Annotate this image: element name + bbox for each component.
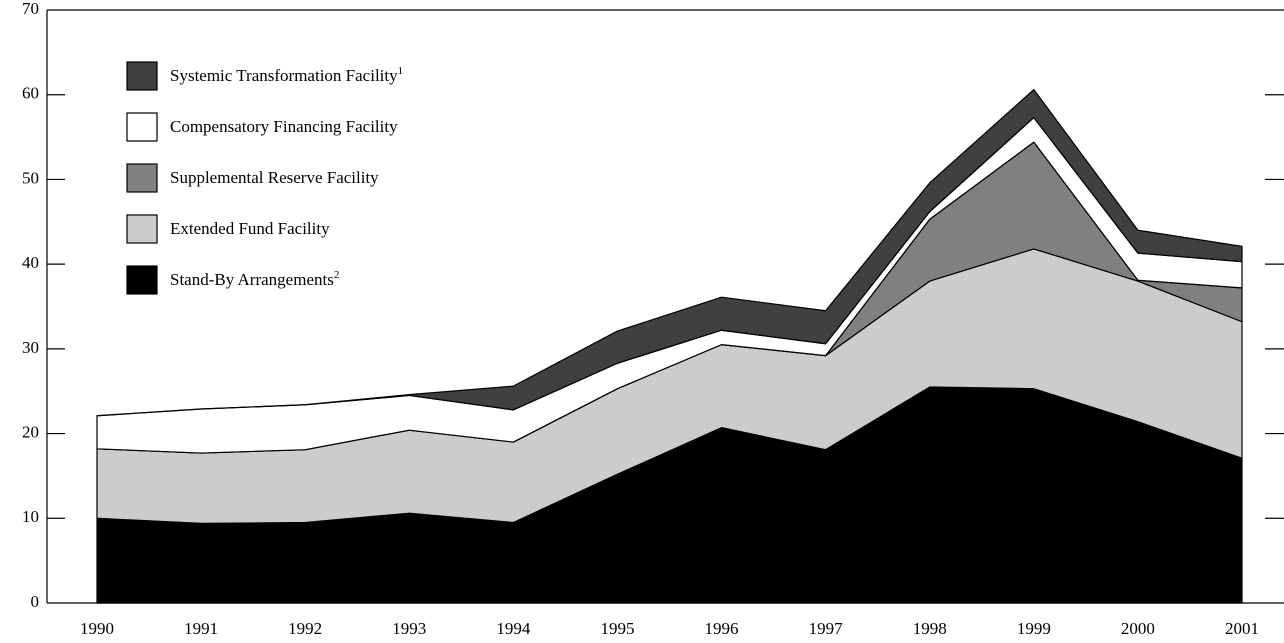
legend-label: Stand-By Arrangements2 xyxy=(170,269,339,289)
legend-label: Supplemental Reserve Facility xyxy=(170,168,379,187)
y-tick-label: 50 xyxy=(22,168,39,187)
y-tick-label: 20 xyxy=(22,422,39,441)
legend-footnote: 2 xyxy=(334,269,340,281)
legend-text: Stand-By Arrangements xyxy=(170,270,334,289)
x-tick-label: 1996 xyxy=(705,619,739,638)
legend-footnote: 1 xyxy=(398,65,404,77)
x-tick-label: 1997 xyxy=(809,619,844,638)
x-tick-label: 1991 xyxy=(184,619,218,638)
legend-swatch xyxy=(126,214,158,244)
legend-swatch xyxy=(126,163,158,193)
legend-entry: Supplemental Reserve Facility xyxy=(126,163,379,193)
legend-swatch xyxy=(126,112,158,142)
x-tick-label: 1993 xyxy=(392,619,426,638)
area xyxy=(96,89,1243,417)
y-tick-label: 10 xyxy=(22,507,39,526)
legend-label: Extended Fund Facility xyxy=(170,219,330,238)
legend-entry: Compensatory Financing Facility xyxy=(126,112,398,142)
legend-text: Systemic Transformation Facility xyxy=(170,66,398,85)
legend-swatch xyxy=(126,265,158,295)
x-tick-label: 1990 xyxy=(80,619,114,638)
legend-label: Compensatory Financing Facility xyxy=(170,117,398,136)
y-tick-label: 30 xyxy=(22,338,39,357)
x-tick-label: 1994 xyxy=(496,619,531,638)
y-tick-label: 40 xyxy=(22,253,39,272)
x-tick-label: 2001 xyxy=(1225,619,1259,638)
legend-text: Compensatory Financing Facility xyxy=(170,117,398,136)
x-tick-label: 1992 xyxy=(288,619,322,638)
x-tick-label: 1999 xyxy=(1017,619,1051,638)
legend-swatch xyxy=(126,61,158,91)
x-tick-label: 1998 xyxy=(913,619,947,638)
legend-entry: Stand-By Arrangements2 xyxy=(126,265,339,295)
legend-label: Systemic Transformation Facility1 xyxy=(170,65,403,85)
y-tick-label: 60 xyxy=(22,84,39,103)
legend-text: Supplemental Reserve Facility xyxy=(170,168,379,187)
y-tick-label: 70 xyxy=(22,0,39,18)
legend-entry: Extended Fund Facility xyxy=(126,214,330,244)
legend-text: Extended Fund Facility xyxy=(170,219,330,238)
x-tick-label: 1995 xyxy=(600,619,634,638)
y-tick-label: 0 xyxy=(31,592,40,611)
x-tick-label: 2000 xyxy=(1121,619,1155,638)
legend-entry: Systemic Transformation Facility1 xyxy=(126,61,403,91)
